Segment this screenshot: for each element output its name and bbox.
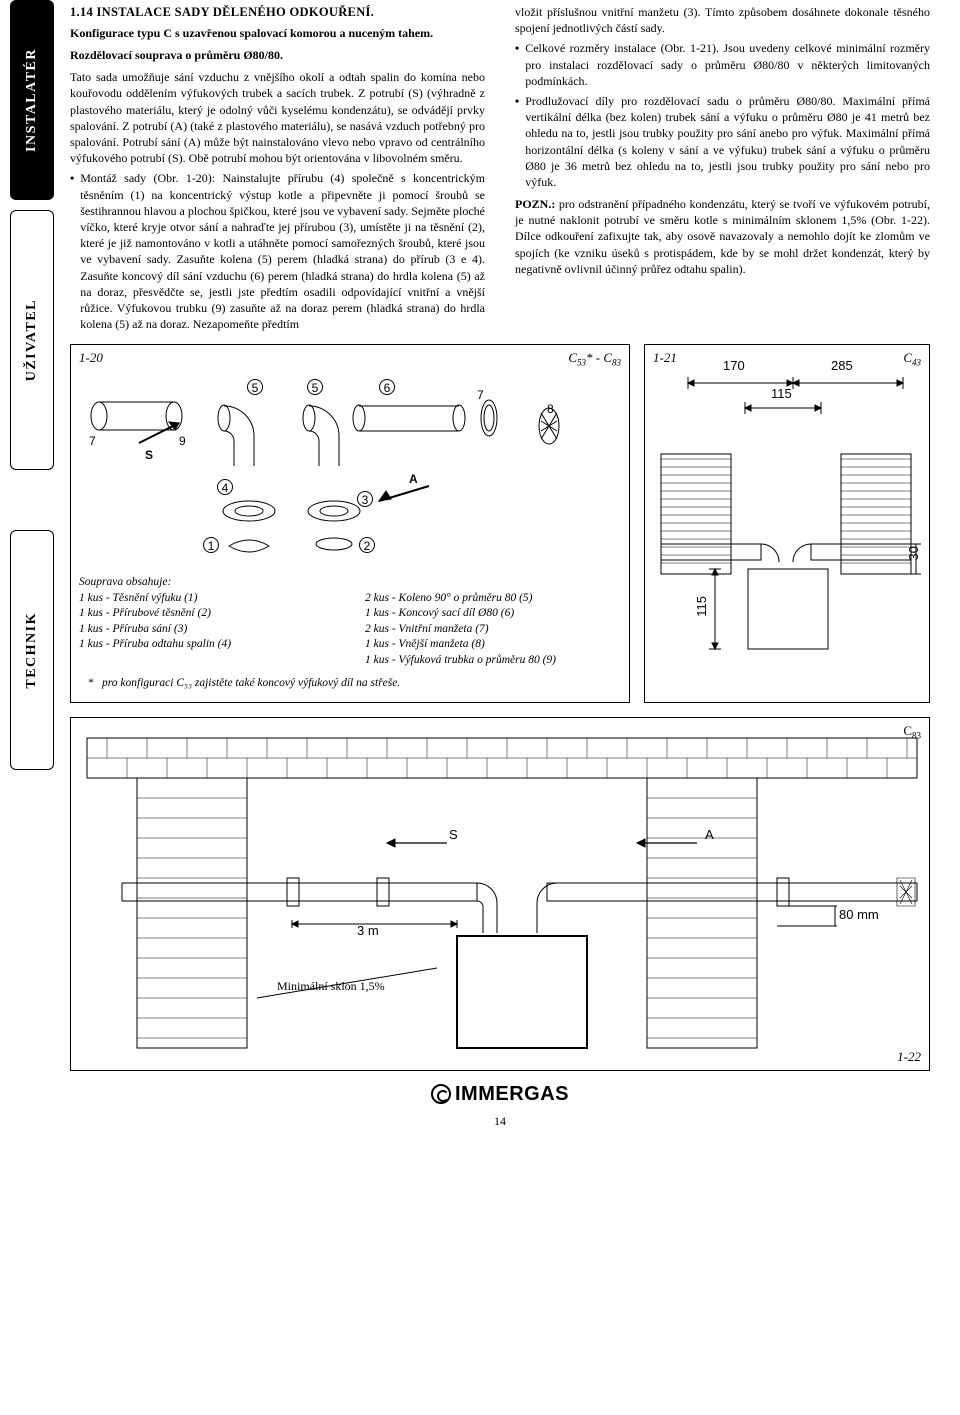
kit-title: Souprava obsahuje: bbox=[79, 575, 335, 591]
figure-1-20: 1-20 C53* - C83 bbox=[70, 344, 630, 703]
fig120-footnote: * pro konfiguraci C₅₃ zajistěte také kon… bbox=[79, 676, 621, 692]
sub2: Rozdělovací souprava o průměru Ø80/80. bbox=[70, 47, 485, 63]
figure-1-22: C83 1-22 bbox=[70, 717, 930, 1071]
col1-bullet1: Montáž sady (Obr. 1-20): Nainstalujte př… bbox=[80, 170, 485, 332]
subtitle: Konfigurace typu C s uzavřenou spalovací… bbox=[70, 25, 485, 41]
brand-logo: IMMERGAS bbox=[70, 1081, 930, 1109]
tab-instalater: INSTALATÉR bbox=[10, 0, 54, 200]
col2-bullet2: Prodlužovací díly pro rozdělovací sadu o… bbox=[525, 93, 930, 190]
figure-1-21: 1-21 C43 bbox=[644, 344, 930, 703]
tab-uzivatel: UŽIVATEL bbox=[10, 210, 54, 470]
col2-bullet1: Celkové rozměry instalace (Obr. 1-21). J… bbox=[525, 40, 930, 89]
page-number: 14 bbox=[70, 1113, 930, 1129]
tab-technik: TECHNIK bbox=[10, 530, 54, 770]
section-heading: 1.14 INSTALACE SADY DĚLENÉHO ODKOUŘENÍ. bbox=[70, 4, 485, 21]
col2-para0: vložit příslušnou vnitřní manžetu (3). T… bbox=[515, 4, 930, 36]
col1-para1: Tato sada umožňuje sání vzduchu z vnější… bbox=[70, 69, 485, 166]
col2-note: POZN.: pro odstranění případného kondenz… bbox=[515, 196, 930, 277]
